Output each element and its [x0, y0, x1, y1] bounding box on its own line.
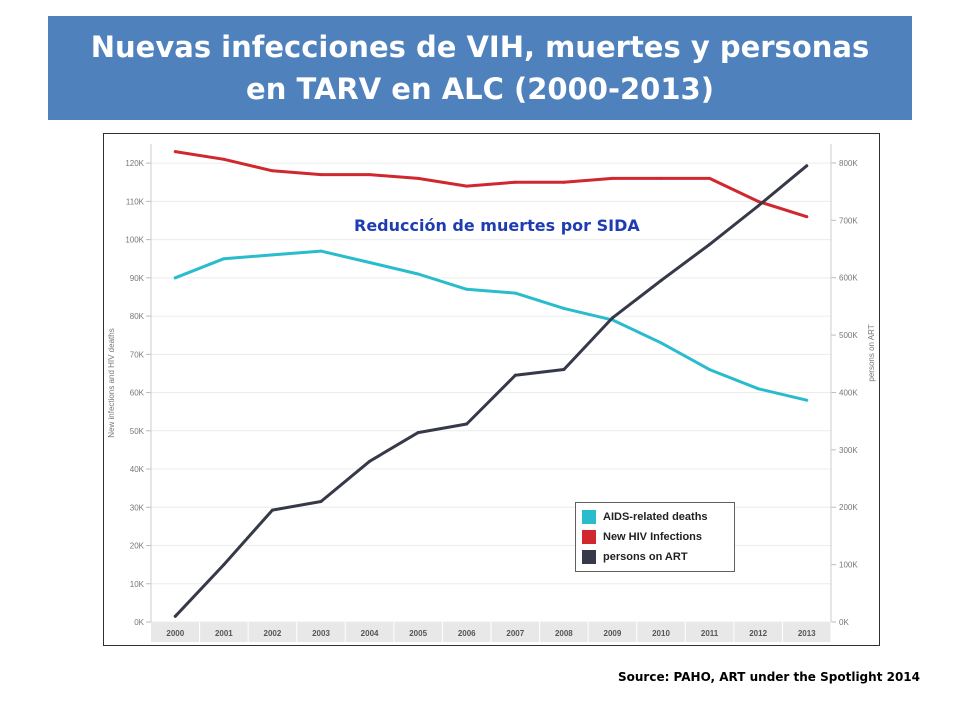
- y-right-axis-title: persons on ART: [867, 324, 876, 381]
- y-right-tick-label: 800K: [839, 159, 858, 168]
- legend-item: persons on ART: [582, 547, 734, 567]
- y-left-tick-label: 0K: [134, 618, 144, 627]
- y-left-tick-label: 110K: [126, 197, 145, 206]
- data-point-persons-on-art: [270, 508, 274, 512]
- y-left-tick-label: 120K: [125, 159, 144, 168]
- data-point-persons-on-art: [610, 316, 614, 320]
- x-tick-label: 2013: [798, 629, 816, 638]
- legend-item: New HIV Infections: [582, 527, 734, 547]
- y-left-axis-title: New infections and HIV deaths: [107, 328, 116, 437]
- x-tick-label: 2011: [701, 629, 719, 638]
- x-tick-label: 2008: [555, 629, 573, 638]
- series-line-persons-on-art: [173, 164, 809, 618]
- legend-item: AIDS-related deaths: [582, 507, 734, 527]
- x-tick-label: 2001: [215, 629, 233, 638]
- data-point-aids-related-deaths: [222, 257, 226, 261]
- x-tick-label: 2012: [749, 629, 767, 638]
- data-point-new-hiv-infections: [368, 173, 372, 177]
- data-point-persons-on-art: [222, 563, 226, 567]
- data-point-persons-on-art: [805, 164, 809, 168]
- y-right-tick-label: 300K: [839, 446, 858, 455]
- data-point-aids-related-deaths: [270, 253, 274, 257]
- series-line-aids-related-deaths: [173, 249, 809, 402]
- y-right-tick-label: 700K: [839, 216, 858, 225]
- y-left-tick-label: 40K: [130, 465, 145, 474]
- y-right-tick-label: 600K: [839, 274, 858, 283]
- data-point-persons-on-art: [319, 499, 323, 503]
- data-point-persons-on-art: [562, 368, 566, 372]
- data-point-persons-on-art: [368, 459, 372, 463]
- x-tick-label: 2002: [264, 629, 282, 638]
- data-point-aids-related-deaths: [416, 272, 420, 276]
- y-left-tick-label: 50K: [130, 427, 145, 436]
- data-point-new-hiv-infections: [610, 176, 614, 180]
- data-point-aids-related-deaths: [562, 306, 566, 310]
- data-point-aids-related-deaths: [513, 291, 517, 295]
- data-point-new-hiv-infections: [465, 184, 469, 188]
- x-tick-label: 2009: [604, 629, 622, 638]
- y-right-tick-label: 0K: [839, 618, 849, 627]
- data-point-persons-on-art: [173, 614, 177, 618]
- chart-legend: AIDS-related deaths New HIV Infections per…: [575, 502, 735, 572]
- data-point-new-hiv-infections: [562, 180, 566, 184]
- y-right-tick-label: 400K: [839, 388, 858, 397]
- legend-label: AIDS-related deaths: [603, 511, 708, 523]
- data-point-aids-related-deaths: [805, 398, 809, 402]
- x-tick-label: 2004: [361, 629, 379, 638]
- y-left-tick-label: 20K: [130, 542, 145, 551]
- chart-frame: 0K 10K 20K 30K 40K 50K 60K 70K 80K 90K 100K 110K 120…: [103, 133, 880, 646]
- legend-swatch: [582, 510, 596, 524]
- data-point-aids-related-deaths: [319, 249, 323, 253]
- legend-label: persons on ART: [603, 551, 688, 563]
- title-banner: Nuevas infecciones de VIH, muertes y per…: [48, 16, 912, 120]
- data-point-persons-on-art: [465, 422, 469, 426]
- data-point-new-hiv-infections: [756, 199, 760, 203]
- data-point-persons-on-art: [416, 431, 420, 435]
- slide-title: Nuevas infecciones de VIH, muertes y per…: [90, 30, 870, 106]
- data-point-persons-on-art: [708, 242, 712, 246]
- y-left-tick-label: 10K: [130, 580, 145, 589]
- data-point-aids-related-deaths: [659, 341, 663, 345]
- data-point-aids-related-deaths: [708, 368, 712, 372]
- y-right-tick-label: 200K: [839, 503, 858, 512]
- series-line-new-hiv-infections: [173, 150, 809, 219]
- x-tick-label: 2010: [652, 629, 670, 638]
- x-tick-label: 2007: [506, 629, 524, 638]
- legend-label: New HIV Infections: [603, 531, 703, 543]
- x-tick-label: 2003: [312, 629, 330, 638]
- data-point-new-hiv-infections: [659, 176, 663, 180]
- data-point-new-hiv-infections: [708, 176, 712, 180]
- chart-annotation: Reducción de muertes por SIDA: [354, 216, 640, 235]
- data-point-new-hiv-infections: [805, 215, 809, 219]
- data-point-persons-on-art: [659, 279, 663, 283]
- y-left-tick-label: 100K: [125, 236, 144, 245]
- legend-swatch: [582, 550, 596, 564]
- data-point-aids-related-deaths: [173, 276, 177, 280]
- data-point-aids-related-deaths: [465, 287, 469, 291]
- x-tick-label: 2000: [166, 629, 184, 638]
- x-tick-label: 2006: [458, 629, 476, 638]
- y-left-tick-label: 90K: [130, 274, 145, 283]
- data-point-new-hiv-infections: [270, 169, 274, 173]
- x-tick-label: 2005: [409, 629, 427, 638]
- data-point-new-hiv-infections: [173, 150, 177, 154]
- y-left-tick-label: 30K: [130, 503, 145, 512]
- data-point-aids-related-deaths: [756, 387, 760, 391]
- y-left-tick-label: 60K: [130, 389, 145, 398]
- data-point-new-hiv-infections: [416, 176, 420, 180]
- data-point-new-hiv-infections: [513, 180, 517, 184]
- data-point-aids-related-deaths: [368, 261, 372, 265]
- data-point-persons-on-art: [513, 373, 517, 377]
- data-point-persons-on-art: [756, 204, 760, 208]
- y-left-tick-label: 70K: [130, 350, 145, 359]
- data-point-new-hiv-infections: [319, 173, 323, 177]
- source-note: Source: PAHO, ART under the Spotlight 20…: [617, 670, 920, 684]
- legend-swatch: [582, 530, 596, 544]
- data-point-new-hiv-infections: [222, 157, 226, 161]
- y-right-tick-label: 100K: [839, 561, 858, 570]
- y-right-tick-label: 500K: [839, 331, 858, 340]
- line-chart: 0K 10K 20K 30K 40K 50K 60K 70K 80K 90K 100K 110K 120…: [107, 144, 876, 642]
- y-left-tick-label: 80K: [130, 312, 145, 321]
